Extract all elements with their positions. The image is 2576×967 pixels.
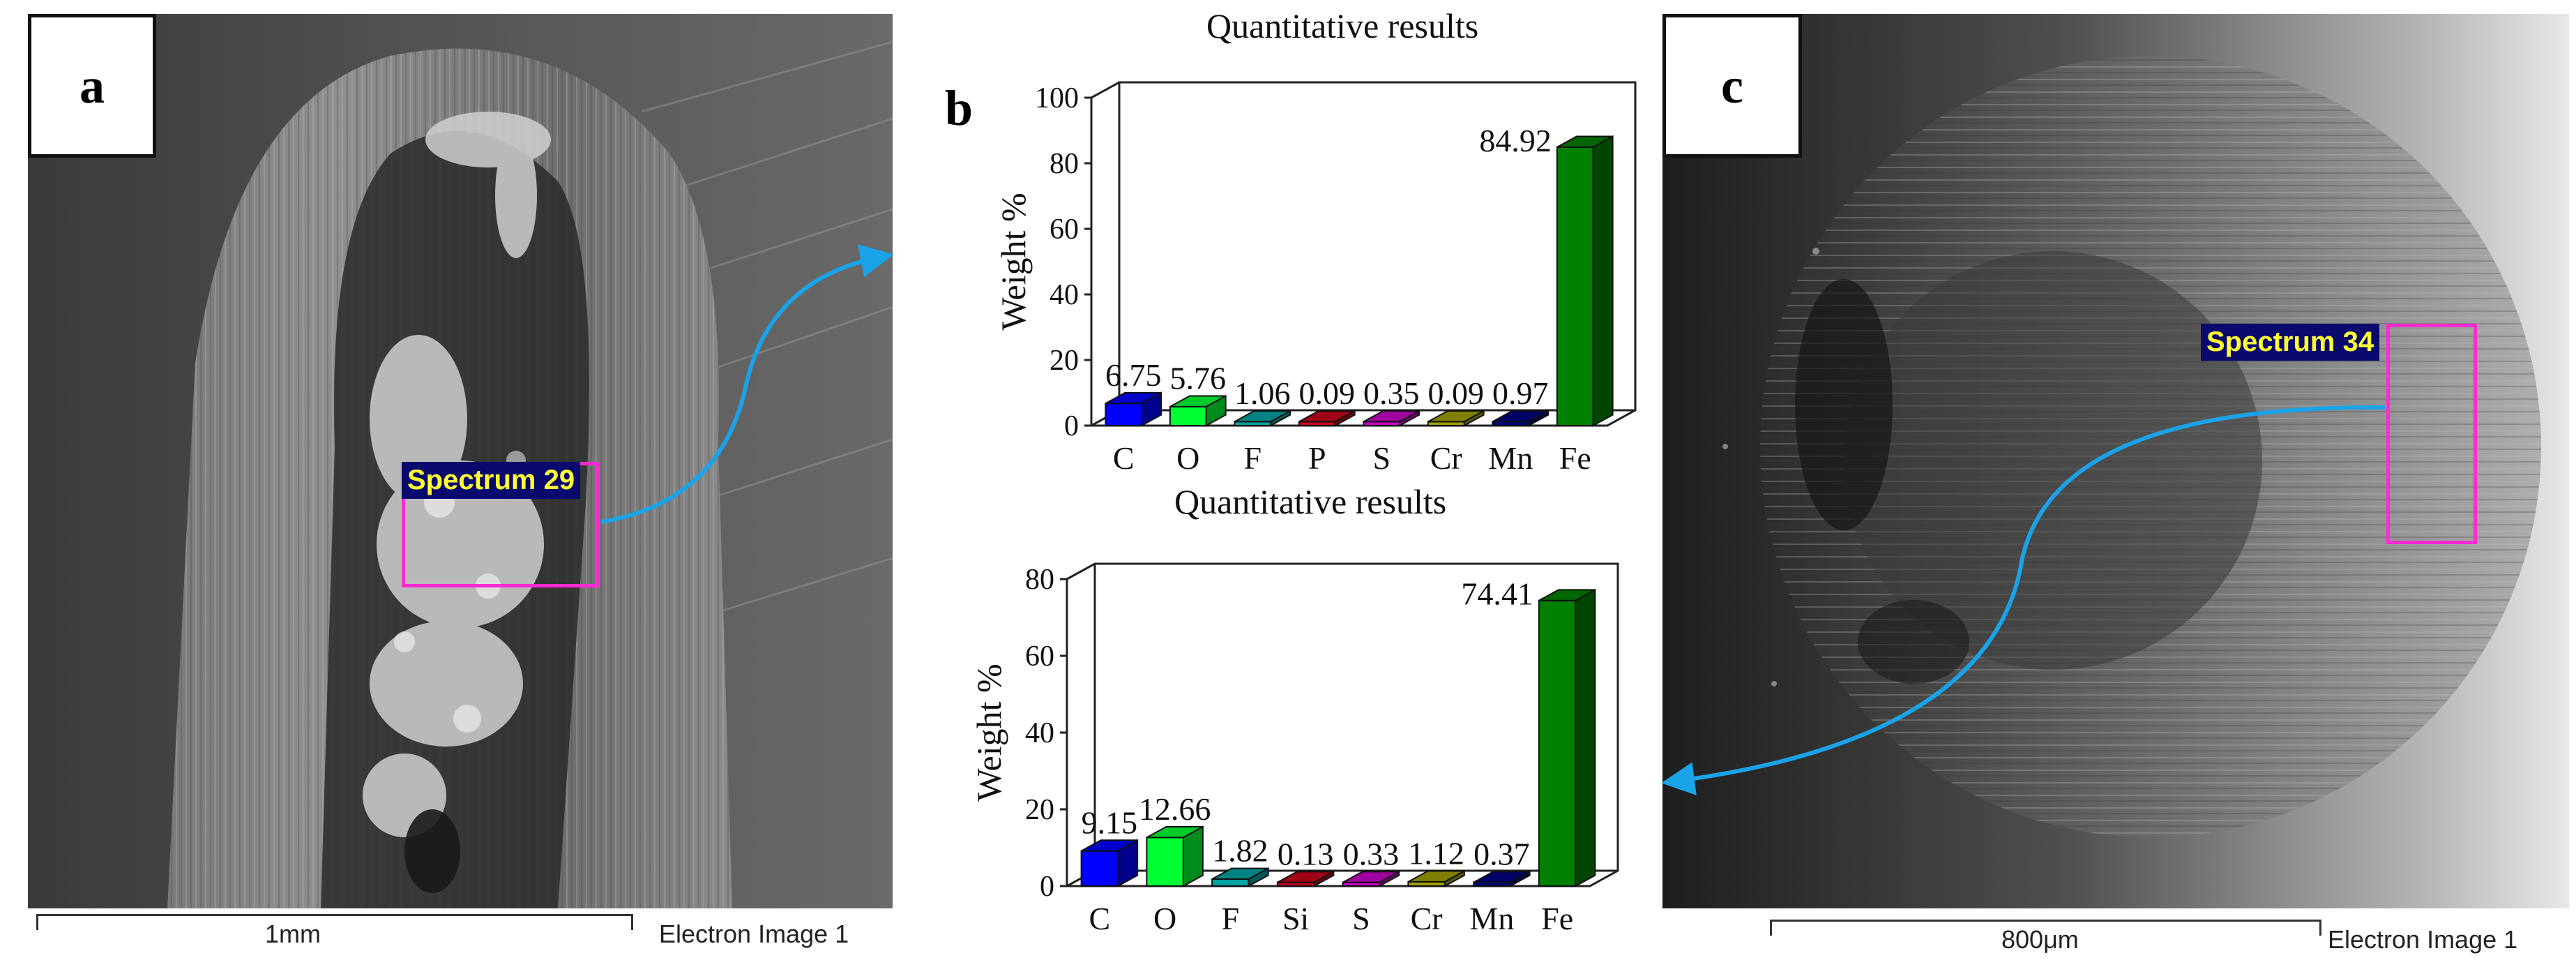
chart-1-x-tick-label-4: S	[1372, 440, 1391, 476]
chart-1-x-tick-label-0: C	[1113, 440, 1135, 476]
chart-2-bar-si	[1276, 870, 1335, 887]
chart-1-value-label-5: 0.09	[1428, 375, 1485, 411]
chart-2-bar-fe	[1538, 588, 1596, 887]
chart-2-value-label-0: 9.15	[1082, 804, 1138, 840]
chart-1-y-tick-label-3: 60	[1050, 213, 1079, 246]
chart-2-x-tick-label-1: O	[1153, 901, 1176, 936]
chart-2-y-tick-label-4: 80	[1025, 564, 1054, 596]
chart-2-y-tick-label-1: 20	[1025, 794, 1054, 826]
panel-a-label: a	[28, 14, 156, 158]
chart-1-y-tick-0: 0	[1064, 410, 1091, 442]
chart-1-bar-p	[1298, 410, 1356, 427]
chart-1-y-tick-label-0: 0	[1064, 410, 1079, 442]
chart-2: 0 20 40 60 80 Weight % C 9.15 O 12.66 F 1.82 Si 0.13 S…	[969, 562, 1619, 936]
chart-1-bar-f	[1234, 410, 1291, 427]
chart-2-y-tick-2: 40	[1025, 717, 1067, 749]
chart-1-bar-o	[1169, 394, 1227, 427]
chart-1-x-tick-label-1: O	[1176, 440, 1199, 476]
spectrum-34-label: Spectrum 34	[2201, 324, 2380, 361]
panel-c-sem-image: c Spectrum 34	[1662, 14, 2569, 908]
chart-2-x-tick-label-7: Fe	[1541, 901, 1573, 936]
chart-2-value-label-1: 12.66	[1139, 791, 1211, 827]
chart-1-y-tick-5: 100	[1035, 82, 1091, 114]
chart-1-y-tick-4: 80	[1050, 148, 1091, 180]
chart-2-y-tick-3: 60	[1025, 640, 1067, 673]
panel-a-scalebar	[36, 914, 633, 930]
spectrum-34-region	[2386, 324, 2477, 544]
chart-1-value-label-6: 0.97	[1492, 375, 1549, 411]
chart-1-bar-cr	[1427, 410, 1485, 427]
chart-2-x-tick-label-2: F	[1222, 901, 1240, 936]
chart-1-title: Quantitative results	[1206, 6, 1479, 45]
chart-2-bar-o	[1146, 825, 1204, 887]
chart-2-y-tick-1: 20	[1025, 794, 1067, 826]
chart-1-x-tick-label-5: Cr	[1430, 440, 1462, 476]
chart-1-value-label-7: 84.92	[1479, 123, 1552, 158]
chart-1-y-tick-label-1: 20	[1050, 345, 1079, 377]
chart-2-y-tick-label-0: 0	[1040, 871, 1054, 903]
chart-1-bar-fe	[1556, 135, 1614, 427]
chart-1-y-tick-label-5: 100	[1035, 82, 1079, 114]
chart-2-x-tick-label-5: Cr	[1411, 901, 1443, 936]
panel-c-scalebar	[1770, 920, 2321, 936]
chart-2-x-tick-label-6: Mn	[1469, 901, 1514, 936]
chart-1-value-label-0: 6.75	[1105, 357, 1162, 393]
chart-1-value-label-4: 0.35	[1363, 375, 1420, 411]
chart-2-value-label-5: 1.12	[1408, 835, 1464, 871]
chart-1-x-tick-label-3: P	[1308, 440, 1326, 476]
chart-1: 0 20 40 60 80 100 Weight % C 6.75 O 5.76 F 1.06 P 0.09…	[994, 81, 1637, 476]
panel-b-label: b	[944, 80, 973, 136]
chart-1-value-label-2: 1.06	[1234, 375, 1291, 411]
chart-1-value-label-1: 5.76	[1170, 361, 1227, 396]
chart-2-title: Quantitative results	[1174, 482, 1447, 521]
chart-2-bar-s	[1342, 870, 1400, 887]
panel-a-caption: Electron Image 1	[659, 920, 849, 948]
panel-c-scale-text: 800μm	[2001, 925, 2079, 954]
chart-1-x-tick-label-2: F	[1243, 440, 1262, 476]
chart-1-x-tick-label-6: Mn	[1488, 440, 1533, 476]
chart-1-bar-c	[1105, 391, 1162, 427]
chart-2-value-label-4: 0.33	[1343, 836, 1400, 871]
chart-1-y-tick-2: 40	[1050, 279, 1091, 311]
chart-2-bar-c	[1080, 839, 1139, 887]
chart-1-y-tick-1: 20	[1050, 345, 1091, 377]
panel-a-scale-text: 1mm	[265, 920, 321, 948]
panel-a-sem-image: a Spectrum 29	[28, 14, 893, 908]
chart-1-y-tick-3: 60	[1050, 213, 1091, 246]
chart-2-bar-f	[1211, 867, 1269, 887]
chart-2-bar-cr	[1407, 869, 1465, 887]
chart-1-y-tick-label-2: 40	[1050, 279, 1079, 311]
sem-micrograph-a	[28, 14, 893, 908]
chart-2-value-label-3: 0.13	[1278, 836, 1334, 871]
chart-2-value-label-7: 74.41	[1461, 576, 1533, 612]
chart-2-y-tick-4: 80	[1025, 564, 1067, 596]
chart-2-value-label-6: 0.37	[1473, 836, 1530, 871]
panel-c-caption: Electron Image 1	[2328, 925, 2518, 954]
chart-1-bar-mn	[1492, 410, 1550, 427]
spectrum-29-label: Spectrum 29	[402, 462, 581, 499]
chart-2-y-tick-label-2: 40	[1025, 717, 1054, 749]
chart-2-x-tick-label-0: C	[1089, 901, 1111, 936]
chart-2-bar-mn	[1473, 870, 1531, 887]
panel-c-label: c	[1662, 14, 1802, 158]
chart-2-x-tick-label-3: Si	[1282, 901, 1309, 936]
chart-2-y-tick-0: 0	[1040, 871, 1067, 903]
chart-2-y-tick-label-3: 60	[1025, 640, 1054, 673]
chart-1-bar-s	[1363, 410, 1420, 427]
chart-1-value-label-3: 0.09	[1299, 375, 1356, 411]
chart-2-x-tick-label-4: S	[1352, 901, 1370, 936]
chart-2-value-label-2: 1.82	[1212, 833, 1268, 869]
chart-2-y-axis-label: Weight %	[969, 664, 1008, 801]
chart-1-x-tick-label-7: Fe	[1559, 440, 1591, 476]
chart-1-y-tick-label-4: 80	[1050, 148, 1079, 180]
chart-1-y-axis-label: Weight %	[994, 193, 1033, 330]
